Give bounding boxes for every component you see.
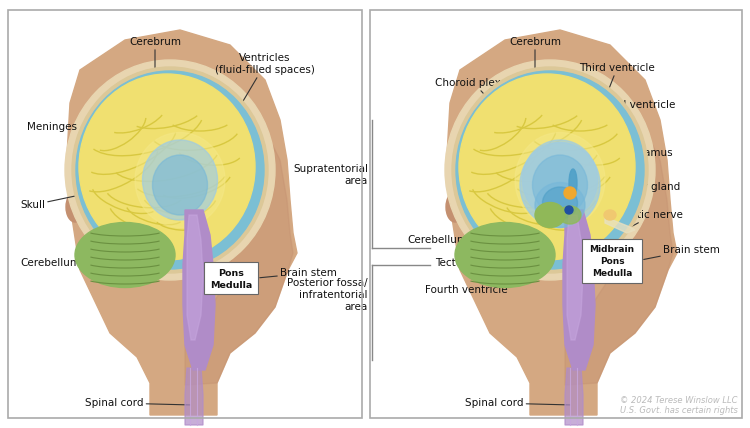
Ellipse shape — [542, 187, 578, 219]
Text: Cerebellum: Cerebellum — [20, 258, 94, 268]
FancyBboxPatch shape — [204, 262, 258, 294]
Polygon shape — [565, 368, 583, 425]
Text: Medulla: Medulla — [592, 268, 632, 277]
Ellipse shape — [135, 133, 225, 228]
Text: Meninges: Meninges — [27, 122, 84, 134]
Ellipse shape — [559, 206, 581, 224]
Ellipse shape — [569, 169, 577, 197]
Text: Brain stem: Brain stem — [644, 245, 720, 259]
Polygon shape — [605, 217, 635, 233]
Polygon shape — [187, 215, 203, 340]
Text: Cerebrum: Cerebrum — [129, 37, 181, 102]
Text: Pituitary gland: Pituitary gland — [604, 182, 680, 213]
Ellipse shape — [459, 74, 635, 260]
Ellipse shape — [142, 140, 218, 220]
Polygon shape — [563, 210, 595, 370]
Circle shape — [565, 206, 573, 214]
Ellipse shape — [520, 143, 600, 228]
Text: Lateral ventricle: Lateral ventricle — [582, 100, 675, 148]
Text: Midbrain: Midbrain — [590, 244, 634, 253]
Polygon shape — [567, 215, 583, 340]
Text: Medulla: Medulla — [210, 280, 252, 289]
Text: Posterior fossa/
infratentorial
area: Posterior fossa/ infratentorial area — [287, 278, 368, 312]
Text: Spinal cord: Spinal cord — [85, 398, 190, 408]
Text: Pons: Pons — [218, 268, 244, 277]
Text: Skull: Skull — [20, 196, 77, 210]
Ellipse shape — [455, 223, 555, 288]
Text: Cerebellum: Cerebellum — [407, 235, 482, 256]
Text: Ventricles
(fluid-filled spaces): Ventricles (fluid-filled spaces) — [206, 54, 315, 163]
Text: © 2024 Terese Winslow LLC
U.S. Govt. has certain rights: © 2024 Terese Winslow LLC U.S. Govt. has… — [620, 395, 738, 415]
Text: Spinal cord: Spinal cord — [465, 398, 570, 408]
Ellipse shape — [65, 60, 275, 280]
Ellipse shape — [72, 67, 268, 273]
Text: Tectum: Tectum — [435, 221, 538, 268]
Text: Optic nerve: Optic nerve — [622, 210, 683, 228]
Ellipse shape — [535, 182, 585, 228]
Polygon shape — [185, 120, 293, 385]
Text: Supratentorial
area: Supratentorial area — [293, 164, 368, 186]
Text: Brain stem: Brain stem — [260, 268, 337, 278]
Ellipse shape — [535, 202, 565, 228]
Text: Pons: Pons — [600, 256, 624, 265]
Ellipse shape — [604, 210, 616, 220]
Polygon shape — [447, 30, 677, 415]
Ellipse shape — [152, 155, 208, 215]
Polygon shape — [67, 30, 297, 415]
Ellipse shape — [66, 192, 84, 222]
Text: Third ventricle: Third ventricle — [574, 63, 655, 178]
Ellipse shape — [79, 74, 255, 260]
Polygon shape — [565, 120, 673, 385]
Ellipse shape — [456, 71, 644, 269]
Polygon shape — [183, 210, 215, 370]
Circle shape — [564, 187, 576, 199]
Ellipse shape — [75, 223, 175, 288]
Text: Fourth ventricle: Fourth ventricle — [425, 241, 543, 295]
Ellipse shape — [532, 155, 587, 215]
Polygon shape — [185, 368, 203, 425]
Text: Cerebrum: Cerebrum — [509, 37, 561, 102]
Ellipse shape — [446, 192, 464, 222]
Text: Hypothalamus: Hypothalamus — [597, 148, 673, 198]
Ellipse shape — [445, 60, 655, 280]
Ellipse shape — [515, 133, 605, 228]
Ellipse shape — [452, 67, 648, 273]
Ellipse shape — [523, 140, 598, 220]
Text: Choroid plexus: Choroid plexus — [435, 78, 528, 143]
Ellipse shape — [76, 71, 264, 269]
FancyBboxPatch shape — [582, 239, 642, 283]
Text: Pineal
gland: Pineal gland — [465, 149, 568, 192]
